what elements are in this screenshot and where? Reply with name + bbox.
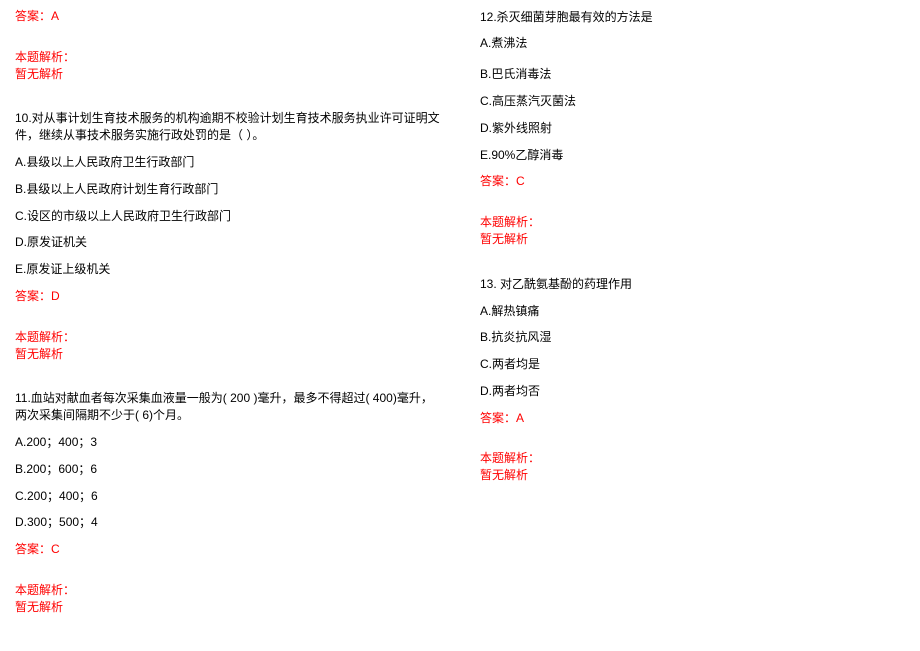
q11-optD: D.300；500；4 (15, 514, 440, 531)
q12-answer-value: C (516, 174, 525, 188)
q13-optD: D.两者均否 (480, 383, 905, 400)
q13-text: 13. 对乙酰氨基酚的药理作用 (480, 276, 905, 293)
q10-analysis-label: 本题解析： (15, 329, 440, 346)
q11-optA: A.200；400；3 (15, 434, 440, 451)
q12-analysis-content: 暂无解析 (480, 231, 905, 248)
q13-answer-value: A (516, 411, 524, 425)
q13-analysis-label: 本题解析： (480, 450, 905, 467)
q12-optE: E.90%乙醇消毒 (480, 147, 905, 164)
q13-optB: B.抗炎抗风湿 (480, 329, 905, 346)
q13-optC: C.两者均是 (480, 356, 905, 373)
q13-analysis-content: 暂无解析 (480, 467, 905, 484)
q10-answer: 答案：D (15, 288, 440, 305)
answer-prefix: 答案： (480, 174, 516, 188)
q13-answer: 答案：A (480, 410, 905, 427)
q11-block: 11.血站对献血者每次采集血液量一般为( 200 )毫升，最多不得超过( 400… (15, 390, 440, 615)
q12-optA: A.煮沸法 (480, 35, 905, 52)
q10-optB: B.县级以上人民政府计划生育行政部门 (15, 181, 440, 198)
q12-text: 12.杀灭细菌芽胞最有效的方法是 (480, 9, 905, 26)
q10-analysis-content: 暂无解析 (15, 346, 440, 363)
q11-text: 11.血站对献血者每次采集血液量一般为( 200 )毫升，最多不得超过( 400… (15, 390, 440, 424)
q10-optC: C.设区的市级以上人民政府卫生行政部门 (15, 208, 440, 225)
q10-block: 10.对从事计划生育技术服务的机构逾期不校验计划生育技术服务执业许可证明文件，继… (15, 110, 440, 362)
q11-optC: C.200；400；6 (15, 488, 440, 505)
answer-prefix: 答案： (15, 289, 51, 303)
q9-analysis-content: 暂无解析 (15, 66, 440, 83)
answer-prefix: 答案： (15, 9, 51, 23)
q11-analysis-label: 本题解析： (15, 582, 440, 599)
q9-analysis-label: 本题解析： (15, 49, 440, 66)
q13-optA: A.解热镇痛 (480, 303, 905, 320)
answer-prefix: 答案： (15, 542, 51, 556)
q10-optE: E.原发证上级机关 (15, 261, 440, 278)
q12-answer: 答案：C (480, 173, 905, 190)
q12-block-part2: B.巴氏消毒法 C.高压蒸汽灭菌法 D.紫外线照射 E.90%乙醇消毒 答案：C… (480, 66, 905, 248)
q11-answer: 答案：C (15, 541, 440, 558)
q10-text: 10.对从事计划生育技术服务的机构逾期不校验计划生育技术服务执业许可证明文件，继… (15, 110, 440, 144)
q12-optB: B.巴氏消毒法 (480, 66, 905, 83)
q9-answer-value: A (51, 9, 59, 23)
q12-analysis-label: 本题解析： (480, 214, 905, 231)
q12-block-part1: 12.杀灭细菌芽胞最有效的方法是 A.煮沸法 (480, 9, 905, 53)
q12-optD: D.紫外线照射 (480, 120, 905, 137)
answer-prefix: 答案： (480, 411, 516, 425)
q10-answer-value: D (51, 289, 60, 303)
q13-block: 13. 对乙酰氨基酚的药理作用 A.解热镇痛 B.抗炎抗风湿 C.两者均是 D.… (480, 276, 905, 484)
q10-optD: D.原发证机关 (15, 234, 440, 251)
q11-answer-value: C (51, 542, 60, 556)
q9-answer: 答案：A (15, 8, 440, 25)
q12-optC: C.高压蒸汽灭菌法 (480, 93, 905, 110)
q11-analysis-content: 暂无解析 (15, 599, 440, 616)
q9-answer-block: 答案：A 本题解析： 暂无解析 (15, 8, 440, 82)
q10-optA: A.县级以上人民政府卫生行政部门 (15, 154, 440, 171)
exam-page: 答案：A 本题解析： 暂无解析 10.对从事计划生育技术服务的机构逾期不校验计划… (0, 0, 920, 651)
q11-optB: B.200；600；6 (15, 461, 440, 478)
